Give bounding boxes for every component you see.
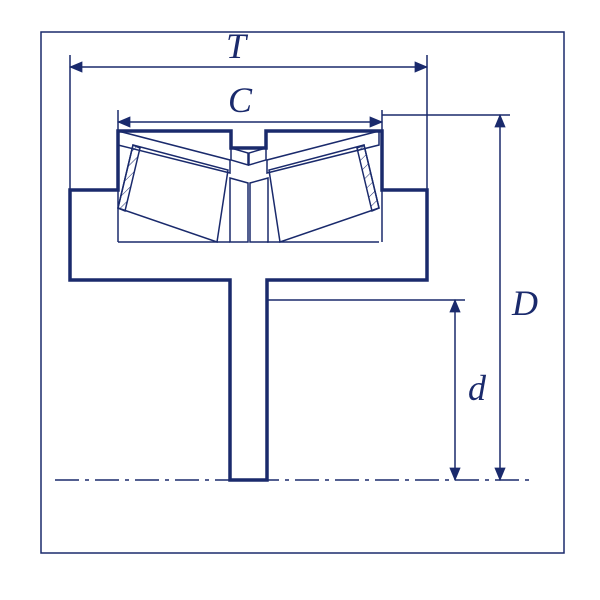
dim-d — [267, 300, 465, 480]
label-T: T — [226, 26, 249, 66]
label-C: C — [228, 80, 253, 120]
label-D: D — [511, 283, 538, 323]
dim-D — [382, 115, 510, 480]
label-d: d — [468, 368, 487, 408]
frame — [41, 32, 564, 553]
